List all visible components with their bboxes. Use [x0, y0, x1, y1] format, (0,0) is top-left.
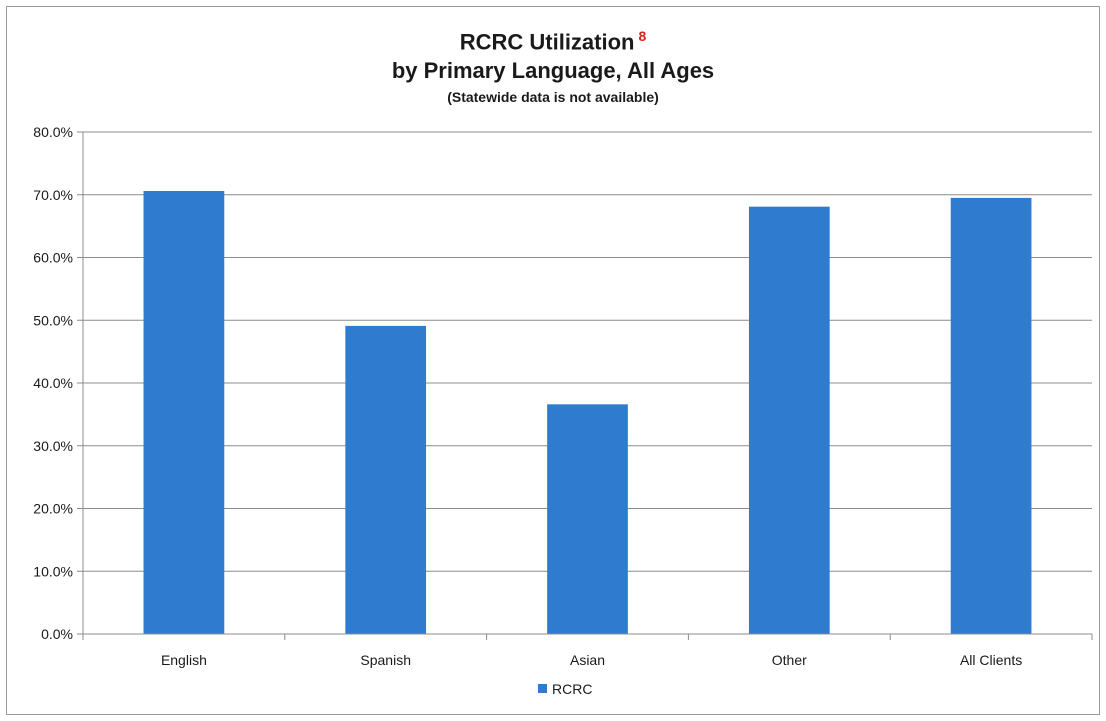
- y-tick-label: 20.0%: [33, 501, 73, 517]
- y-tick-label: 0.0%: [41, 626, 73, 642]
- y-tick-label: 70.0%: [33, 187, 73, 203]
- y-tick-labels: 0.0% 10.0% 20.0% 30.0% 40.0% 50.0% 60.0% 70.0% 8…: [33, 124, 73, 642]
- y-tick-label: 10.0%: [33, 563, 73, 579]
- chart-title-text: RCRC Utilization: [459, 29, 635, 55]
- legend-label: RCRC: [552, 681, 592, 697]
- chart-title-block: RCRC Utilization 8 by Primary Language, A…: [0, 22, 1106, 108]
- x-tick-label: Other: [772, 652, 807, 668]
- x-tick-label: Spanish: [360, 652, 411, 668]
- chart-note: (Statewide data is not available): [447, 89, 659, 106]
- y-tick-label: 30.0%: [33, 438, 73, 454]
- bar-other: [748, 206, 830, 635]
- y-tick-label: 80.0%: [33, 124, 73, 140]
- y-tick-label: 40.0%: [33, 375, 73, 391]
- legend: RCRC: [538, 681, 592, 697]
- x-tick-labels: English Spanish Asian Other All Clients: [161, 652, 1022, 668]
- y-tick-label: 60.0%: [33, 250, 73, 266]
- chart-subtitle: by Primary Language, All Ages: [391, 58, 715, 84]
- bar-spanish: [345, 325, 427, 634]
- chart-title: RCRC Utilization 8: [0, 22, 1106, 56]
- bar-all-clients: [950, 197, 1032, 634]
- x-tick-label: English: [161, 652, 207, 668]
- axes: [82, 132, 1093, 640]
- x-tick-label: Asian: [570, 652, 605, 668]
- bars: [143, 190, 1032, 635]
- bar-english: [143, 190, 225, 635]
- chart-title-footnote-marker: 8: [638, 28, 647, 44]
- x-tick-label: All Clients: [960, 652, 1022, 668]
- bar-asian: [547, 404, 628, 634]
- y-tick-label: 50.0%: [33, 312, 73, 328]
- legend-swatch: [538, 684, 547, 693]
